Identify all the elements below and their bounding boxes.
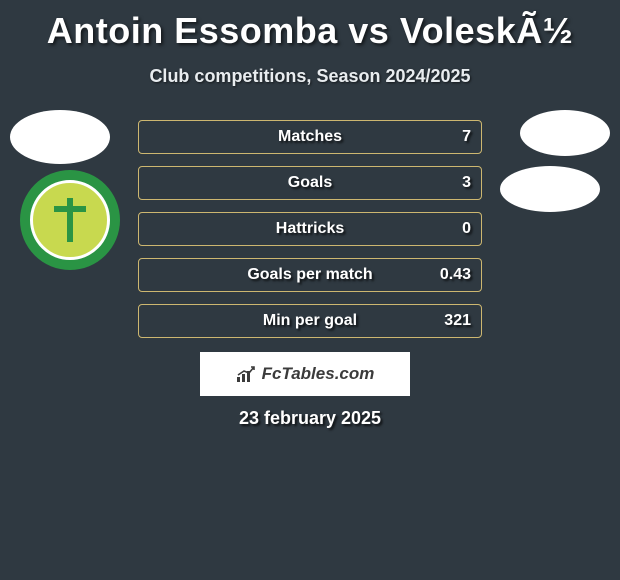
stat-label: Goals per match <box>247 266 372 284</box>
stat-label: Matches <box>278 128 342 146</box>
stat-right-value: 0 <box>462 220 471 238</box>
player-left-avatar <box>10 110 110 164</box>
bar-chart-arrow-icon <box>236 365 256 383</box>
stat-right-value: 0.43 <box>440 266 471 284</box>
club-logo <box>20 170 120 270</box>
stat-label: Goals <box>288 174 332 192</box>
stat-label: Min per goal <box>263 312 357 330</box>
brand-badge: FcTables.com <box>200 352 410 396</box>
date-line: 23 february 2025 <box>0 408 620 429</box>
stat-label: Hattricks <box>276 220 344 238</box>
club-logo-inner <box>30 180 110 260</box>
player-right-avatar-2 <box>500 166 600 212</box>
stats-container: Matches 7 Goals 3 Hattricks 0 Goals per … <box>138 120 482 350</box>
stat-right-value: 3 <box>462 174 471 192</box>
stat-right-value: 7 <box>462 128 471 146</box>
club-logo-cross-icon <box>52 198 88 242</box>
stat-row: Goals 3 <box>138 166 482 200</box>
stat-row: Hattricks 0 <box>138 212 482 246</box>
stat-row: Min per goal 321 <box>138 304 482 338</box>
page-title: Antoin Essomba vs VoleskÃ½ <box>0 0 620 52</box>
brand-text: FcTables.com <box>262 364 375 384</box>
subtitle: Club competitions, Season 2024/2025 <box>0 66 620 87</box>
stat-row: Goals per match 0.43 <box>138 258 482 292</box>
stat-row: Matches 7 <box>138 120 482 154</box>
stat-right-value: 321 <box>444 312 471 330</box>
player-right-avatar-1 <box>520 110 610 156</box>
